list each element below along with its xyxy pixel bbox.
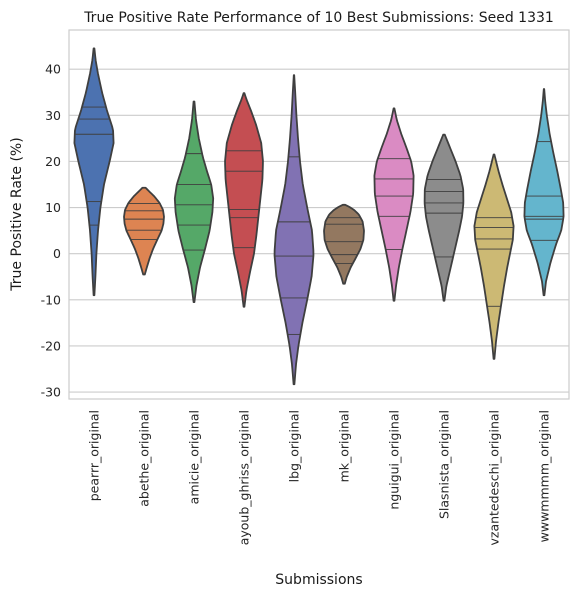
x-tick-labels: pearrr_original abethe_original amicie_ori…	[87, 410, 552, 546]
violin-amicie_original	[175, 101, 213, 302]
violin-body	[175, 101, 213, 302]
x-tick-label: lbg_original	[287, 410, 302, 482]
violin-body	[374, 108, 413, 300]
violin-ayoub_ghriss_original	[225, 93, 263, 307]
violin-abethe_original	[124, 188, 164, 275]
violin-pearrr_original	[74, 48, 113, 295]
violin-lbg_original	[275, 75, 314, 384]
x-tick-label: vzantedeschi_original	[487, 410, 502, 546]
x-tick-label: amicie_original	[187, 410, 202, 504]
y-axis-label: True Positive Rate (%)	[9, 137, 25, 291]
x-tick-label: nguigui_original	[387, 410, 402, 510]
violin-body	[524, 89, 563, 295]
y-tick-label: 20	[45, 154, 61, 169]
violin-wwwmmmm_original	[524, 89, 563, 295]
x-tick-label: pearrr_original	[87, 410, 102, 501]
y-tick-label: -20	[41, 338, 61, 353]
y-tick-label: 0	[53, 246, 61, 261]
violin-body	[74, 48, 113, 295]
violin-body	[225, 93, 263, 307]
y-tick-labels: -30 -20 -10 0 10 20 30 40	[41, 62, 61, 400]
violins	[74, 48, 563, 384]
violin-vzantedeschi_original	[474, 155, 513, 359]
x-tick-label: abethe_original	[137, 410, 152, 507]
x-axis-label: Submissions	[275, 572, 362, 588]
y-tick-label: -30	[41, 385, 61, 400]
x-tick-label: mk_original	[337, 410, 352, 482]
y-tick-label: 40	[45, 62, 61, 77]
violin-body	[275, 75, 314, 384]
chart-title: True Positive Rate Performance of 10 Bes…	[83, 10, 554, 26]
violin-mk_original	[324, 205, 364, 284]
violin-Slasnista_original	[425, 135, 464, 301]
x-tick-label: wwwmmmm_original	[537, 410, 552, 542]
y-tick-label: -10	[41, 292, 61, 307]
violin-body	[124, 188, 164, 275]
violin-body	[474, 155, 513, 359]
x-tick-label: Slasnista_original	[437, 410, 452, 519]
x-tick-label: ayoub_ghriss_original	[237, 410, 252, 545]
y-tick-label: 30	[45, 108, 61, 123]
y-tick-label: 10	[45, 200, 61, 215]
violin-nguigui_original	[374, 108, 413, 300]
violin-body	[324, 205, 364, 284]
violin-body	[425, 135, 464, 301]
